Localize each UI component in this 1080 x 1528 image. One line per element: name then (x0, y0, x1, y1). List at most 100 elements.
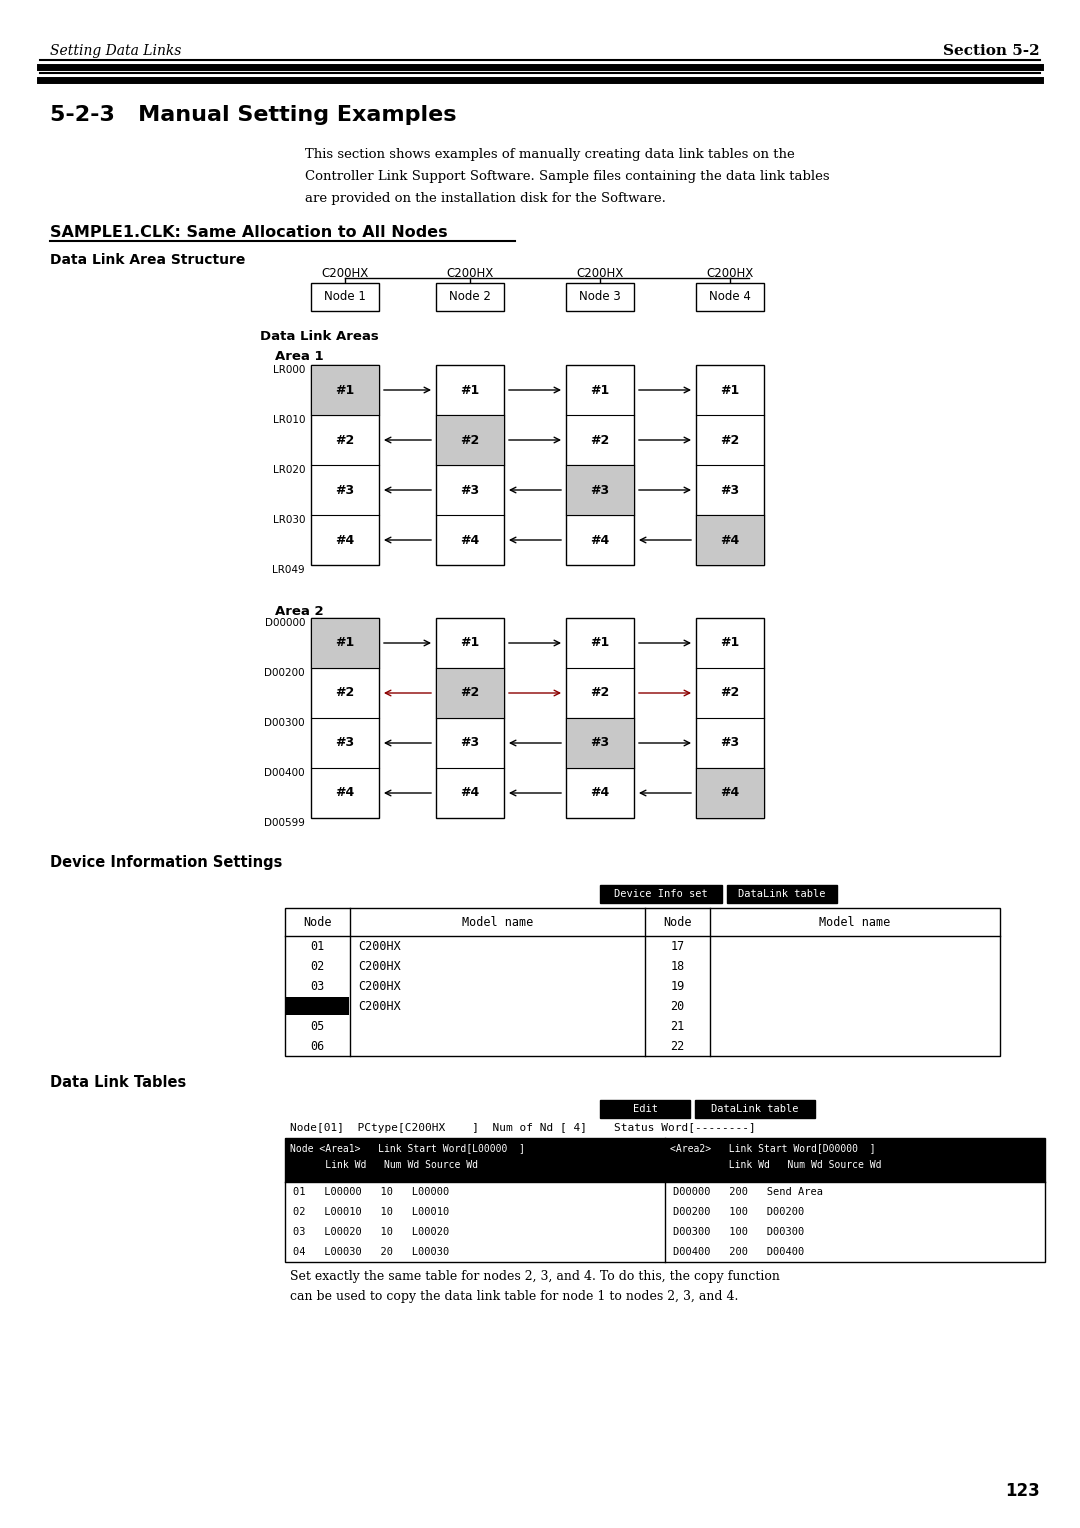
Bar (311, 365, 379, 565)
Text: Node 2: Node 2 (449, 290, 491, 304)
Text: #3: #3 (591, 483, 609, 497)
Text: #1: #1 (720, 384, 740, 396)
Bar (696, 1100, 815, 1118)
Text: are provided on the installation disk for the Software.: are provided on the installation disk fo… (305, 193, 666, 205)
Text: D00000: D00000 (265, 617, 305, 628)
Text: #2: #2 (591, 686, 609, 700)
Text: #2: #2 (720, 434, 740, 446)
Text: Node: Node (663, 915, 692, 929)
Text: D00400: D00400 (265, 769, 305, 778)
Text: LR000: LR000 (272, 365, 305, 374)
Text: #4: #4 (460, 787, 480, 799)
Text: #2: #2 (336, 434, 354, 446)
Bar (566, 617, 634, 817)
Text: 20: 20 (671, 999, 685, 1013)
Bar (566, 283, 634, 312)
Text: Data Link Areas: Data Link Areas (260, 330, 379, 342)
Text: Link Wd   Num Wd Source Wd: Link Wd Num Wd Source Wd (670, 1160, 881, 1170)
Text: #3: #3 (460, 483, 480, 497)
Text: 17: 17 (671, 940, 685, 952)
Text: 22: 22 (671, 1039, 685, 1053)
Text: LR020: LR020 (272, 465, 305, 475)
Text: #4: #4 (336, 787, 354, 799)
Text: Link Wd   Num Wd Source Wd: Link Wd Num Wd Source Wd (291, 1160, 478, 1170)
Text: D00000   200   Send Area: D00000 200 Send Area (673, 1187, 823, 1196)
Text: D00200   100   D00200: D00200 100 D00200 (673, 1207, 805, 1216)
Text: C200HX: C200HX (357, 940, 401, 952)
Bar (286, 996, 349, 1015)
Text: #4: #4 (720, 533, 740, 547)
Text: Edit: Edit (633, 1105, 658, 1114)
Text: Node: Node (303, 915, 332, 929)
Bar (436, 283, 504, 312)
Text: can be used to copy the data link table for node 1 to nodes 2, 3, and 4.: can be used to copy the data link table … (291, 1290, 739, 1303)
Text: D00200: D00200 (265, 668, 305, 678)
Text: 01   L00000   10   L00000: 01 L00000 10 L00000 (293, 1187, 449, 1196)
Bar (285, 908, 1000, 1056)
Bar (696, 515, 764, 565)
Bar (566, 465, 634, 515)
Bar (696, 769, 764, 817)
Text: LR030: LR030 (272, 515, 305, 526)
Text: #2: #2 (720, 686, 740, 700)
Bar (436, 668, 504, 718)
Bar (311, 617, 379, 817)
Text: SAMPLE1.CLK: Same Allocation to All Nodes: SAMPLE1.CLK: Same Allocation to All Node… (50, 225, 447, 240)
Text: C200HX: C200HX (706, 267, 754, 280)
Text: #3: #3 (336, 736, 354, 750)
Text: #3: #3 (720, 736, 740, 750)
Text: 03   L00020   10   L00020: 03 L00020 10 L00020 (293, 1227, 449, 1238)
Text: 06: 06 (310, 1039, 325, 1053)
Text: C200HX: C200HX (446, 267, 494, 280)
Text: Device Information Settings: Device Information Settings (50, 856, 282, 869)
Bar (727, 885, 837, 903)
Text: 18: 18 (671, 960, 685, 972)
Text: <Area2>   Link Start Word[D00000  ]: <Area2> Link Start Word[D00000 ] (670, 1143, 876, 1154)
Text: #2: #2 (336, 686, 354, 700)
Text: #2: #2 (460, 434, 480, 446)
Bar (600, 1100, 690, 1118)
Text: #3: #3 (720, 483, 740, 497)
Bar (285, 1138, 1045, 1183)
Text: DataLink table: DataLink table (739, 889, 826, 898)
Text: #2: #2 (460, 686, 480, 700)
Text: #1: #1 (460, 637, 480, 649)
Text: Area 2: Area 2 (275, 605, 324, 617)
Bar (600, 885, 723, 903)
Text: #4: #4 (591, 533, 609, 547)
Text: Node 4: Node 4 (710, 290, 751, 304)
Text: C200HX: C200HX (322, 267, 368, 280)
Bar (311, 617, 379, 668)
Text: #4: #4 (591, 787, 609, 799)
Text: 04: 04 (310, 999, 325, 1013)
Text: 02: 02 (310, 960, 325, 972)
Text: Section 5-2: Section 5-2 (943, 44, 1040, 58)
Text: Data Link Area Structure: Data Link Area Structure (50, 254, 245, 267)
Text: #3: #3 (336, 483, 354, 497)
Text: Model name: Model name (462, 915, 534, 929)
Text: C200HX: C200HX (357, 960, 401, 972)
Text: C200HX: C200HX (577, 267, 623, 280)
Text: D00300: D00300 (265, 718, 305, 727)
Text: Node 1: Node 1 (324, 290, 366, 304)
Bar (696, 283, 764, 312)
Bar (436, 416, 504, 465)
Text: 03: 03 (310, 979, 325, 993)
Text: C200HX: C200HX (357, 979, 401, 993)
Text: Area 1: Area 1 (275, 350, 324, 364)
Bar (285, 1138, 1045, 1262)
Text: Node <Area1>   Link Start Word[L00000  ]: Node <Area1> Link Start Word[L00000 ] (291, 1143, 525, 1154)
Text: Set exactly the same table for nodes 2, 3, and 4. To do this, the copy function: Set exactly the same table for nodes 2, … (291, 1270, 780, 1284)
Text: 04   L00030   20   L00030: 04 L00030 20 L00030 (293, 1247, 449, 1258)
Text: DataLink table: DataLink table (712, 1105, 799, 1114)
Text: 05: 05 (310, 1019, 325, 1033)
Text: 123: 123 (1005, 1482, 1040, 1500)
Bar (696, 617, 764, 817)
Text: D00599: D00599 (265, 817, 305, 828)
Text: LR010: LR010 (272, 416, 305, 425)
Text: Setting Data Links: Setting Data Links (50, 44, 181, 58)
Text: #3: #3 (460, 736, 480, 750)
Text: D00300   100   D00300: D00300 100 D00300 (673, 1227, 805, 1238)
Text: #4: #4 (720, 787, 740, 799)
Text: This section shows examples of manually creating data link tables on the: This section shows examples of manually … (305, 148, 795, 160)
